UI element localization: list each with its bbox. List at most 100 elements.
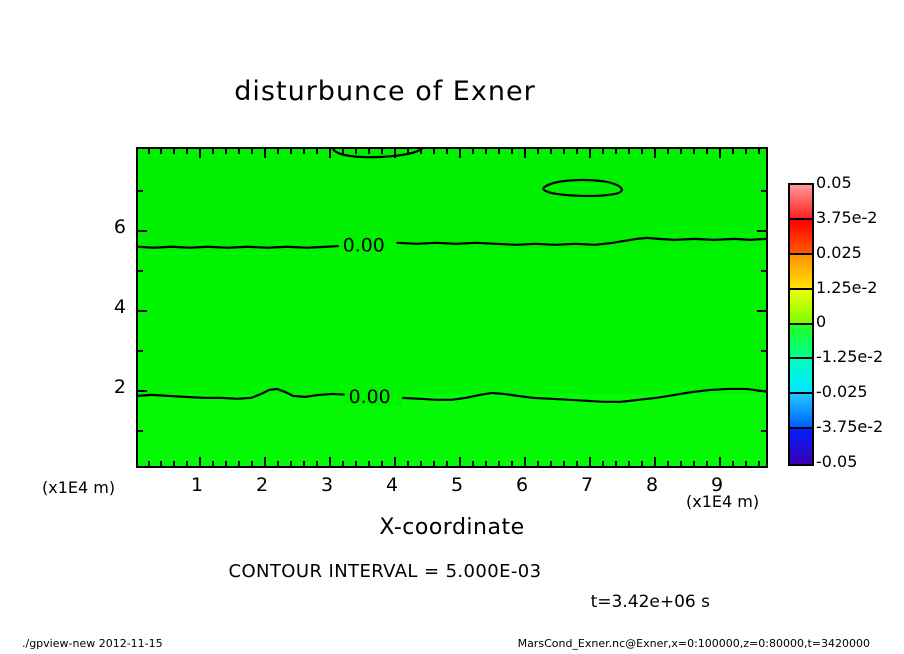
x-tick-minor-top [251, 149, 253, 154]
x-tick-minor-top [602, 149, 604, 154]
x-tick-minor [602, 461, 604, 466]
time-annotation: t=3.42e+06 s [590, 592, 710, 612]
x-tick-minor-top [173, 149, 175, 154]
x-tick-label: 1 [190, 474, 204, 496]
x-tick-major [524, 457, 526, 466]
y-tick-major [138, 390, 147, 392]
contour-interval-note: CONTOUR INTERVAL = 5.000E-03 [228, 561, 542, 582]
y-tick-minor-right [761, 430, 766, 432]
contour-lines: 0.00 0.00 [138, 149, 766, 408]
x-tick-minor-top [238, 149, 240, 154]
x-tick-minor-top [148, 149, 150, 154]
colorbar [788, 183, 814, 466]
x-tick-major [719, 457, 721, 466]
x-tick-minor-top [290, 149, 292, 154]
x-tick-minor [160, 461, 162, 466]
x-tick-label: 9 [710, 474, 724, 496]
x-tick-minor-top [680, 149, 682, 154]
y-tick-minor [138, 270, 143, 272]
x-tick-minor [511, 461, 513, 466]
x-tick-minor [576, 461, 578, 466]
x-tick-minor-top [342, 149, 344, 154]
x-tick-minor-top [511, 149, 513, 154]
x-tick-minor [537, 461, 539, 466]
x-tick-minor-top [550, 149, 552, 154]
x-tick-minor-top [368, 149, 370, 154]
y-tick-minor-right [761, 350, 766, 352]
x-tick-major-top [394, 149, 396, 158]
x-tick-label: 8 [645, 474, 659, 496]
contour-band-upper [138, 149, 766, 249]
y-tick-major [138, 310, 147, 312]
x-tick-major-top [199, 149, 201, 158]
x-tick-major-top [459, 149, 461, 158]
footer-source: MarsCond_Exner.nc@Exner,x=0:100000,z=0:8… [517, 637, 870, 650]
contour-label-upper: 0.00 [343, 236, 385, 257]
x-tick-minor [186, 461, 188, 466]
x-unit-note-right: (x1E4 m) [686, 492, 760, 511]
x-tick-minor-top [407, 149, 409, 154]
x-tick-minor-top [758, 149, 760, 154]
x-tick-major [459, 457, 461, 466]
x-tick-minor-top [667, 149, 669, 154]
colorbar-band-4 [790, 324, 812, 360]
y-axis-title: Z-coordinate [0, 147, 3, 293]
x-tick-minor-top [303, 149, 305, 154]
x-tick-major [394, 457, 396, 466]
x-tick-label: 7 [580, 474, 594, 496]
x-tick-minor [446, 461, 448, 466]
x-tick-minor-top [446, 149, 448, 154]
x-unit-note-left: (x1E4 m) [42, 478, 116, 497]
colorbar-tick-label: 0 [816, 312, 827, 331]
x-tick-minor-top [420, 149, 422, 154]
x-tick-minor [342, 461, 344, 466]
colorbar-band-2 [790, 254, 812, 290]
x-tick-label: 4 [385, 474, 399, 496]
x-tick-major [654, 457, 656, 466]
x-tick-minor-top [732, 149, 734, 154]
x-tick-minor-top [433, 149, 435, 154]
colorbar-band-0 [790, 185, 812, 220]
x-tick-minor [148, 461, 150, 466]
x-tick-minor [498, 461, 500, 466]
x-tick-minor-top [706, 149, 708, 154]
x-tick-minor [225, 461, 227, 466]
x-tick-minor [420, 461, 422, 466]
x-tick-minor [615, 461, 617, 466]
y-tick-minor [138, 350, 143, 352]
x-tick-minor [316, 461, 318, 466]
y-tick-major-right [757, 310, 766, 312]
x-tick-minor [290, 461, 292, 466]
x-tick-minor [641, 461, 643, 466]
x-tick-minor [173, 461, 175, 466]
x-axis-title: X-coordinate [379, 515, 525, 540]
x-tick-minor [758, 461, 760, 466]
plot-area: 0.00 0.00 [136, 147, 768, 468]
x-tick-major [199, 457, 201, 466]
y-tick-label: 4 [113, 296, 126, 318]
x-tick-minor-top [225, 149, 227, 154]
x-tick-minor [303, 461, 305, 466]
footer-command: ./gpview-new 2012-11-15 [22, 637, 163, 650]
y-tick-minor-right [761, 270, 766, 272]
x-tick-major [329, 457, 331, 466]
x-tick-minor [212, 461, 214, 466]
colorbar-tick-label: 3.75e-2 [816, 208, 878, 227]
colorbar-tick-label: -0.025 [816, 382, 868, 401]
x-tick-minor [472, 461, 474, 466]
y-tick-major-right [757, 230, 766, 232]
x-tick-major [589, 457, 591, 466]
x-tick-label: 3 [320, 474, 334, 496]
colorbar-band-6 [790, 394, 812, 430]
colorbar-band-7 [790, 429, 812, 464]
colorbar-tick-label: 0.05 [816, 173, 852, 192]
y-tick-major-right [757, 390, 766, 392]
x-tick-minor-top [498, 149, 500, 154]
x-tick-major [264, 457, 266, 466]
colorbar-band-1 [790, 219, 812, 255]
x-tick-minor [680, 461, 682, 466]
x-tick-minor [693, 461, 695, 466]
x-tick-minor-top [628, 149, 630, 154]
x-tick-minor-top [277, 149, 279, 154]
